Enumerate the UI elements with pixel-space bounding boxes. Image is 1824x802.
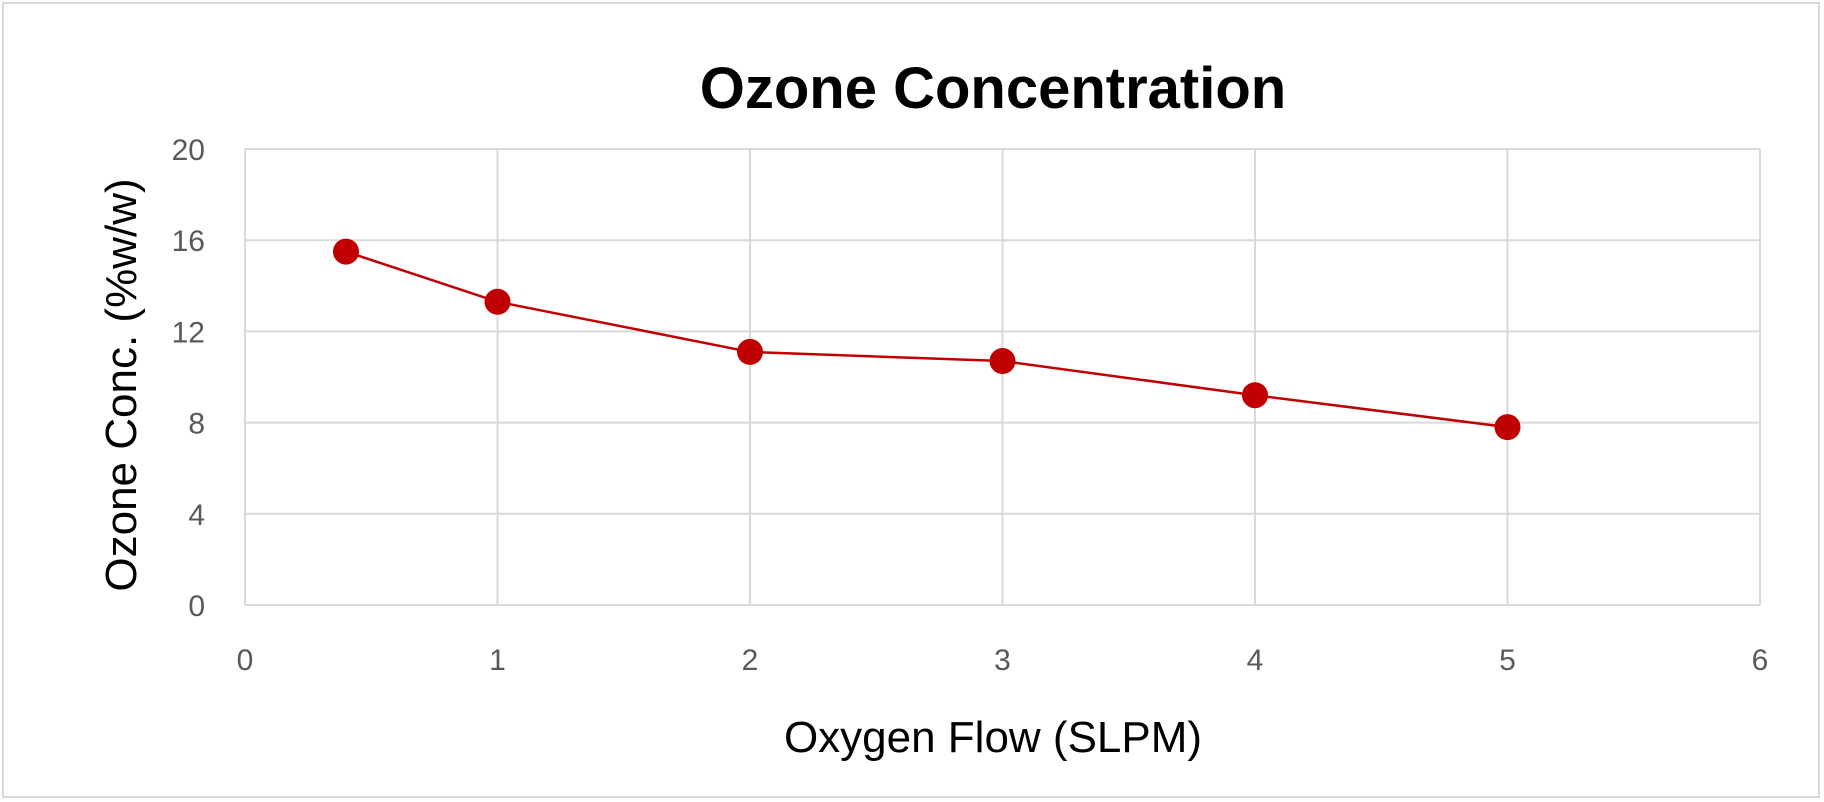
x-tick-label: 4 [1247, 644, 1264, 677]
y-tick-label: 16 [172, 225, 205, 258]
series-ozone [333, 238, 1521, 441]
x-tick-label: 3 [994, 644, 1011, 677]
x-tick-labels: 0 1 2 3 4 5 6 [237, 644, 1769, 677]
x-tick-label: 6 [1752, 644, 1769, 677]
y-axis-title: Ozone Conc. (%w/w) [97, 178, 146, 591]
y-tick-label: 0 [188, 590, 205, 623]
data-point [989, 348, 1016, 375]
chart-title: Ozone Concentration [700, 56, 1286, 121]
x-tick-label: 2 [742, 644, 759, 677]
x-tick-label: 0 [237, 644, 254, 677]
y-tick-labels: 0 4 8 12 16 20 [172, 134, 205, 623]
y-tick-label: 8 [188, 408, 205, 441]
data-point [1242, 382, 1268, 409]
data-point [484, 288, 511, 315]
x-tick-label: 5 [1499, 644, 1516, 677]
data-point [737, 338, 763, 365]
y-tick-label: 20 [172, 134, 205, 167]
data-point [1494, 414, 1521, 441]
y-tick-label: 12 [172, 316, 205, 349]
series-line [345, 250, 1508, 429]
x-tick-label: 1 [489, 644, 506, 677]
y-tick-label: 4 [188, 499, 205, 532]
data-point [333, 238, 359, 265]
gridlines [244, 148, 1761, 606]
x-axis-title: Oxygen Flow (SLPM) [784, 713, 1202, 762]
